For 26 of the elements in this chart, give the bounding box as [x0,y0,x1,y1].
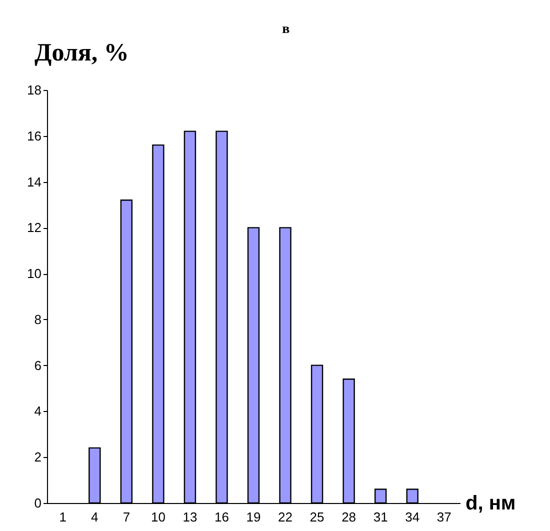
y-tick-label: 0 [34,496,42,510]
y-tick-label: 2 [34,450,42,465]
x-tick-label: 1 [59,510,66,524]
x-tick-label: 13 [182,510,198,524]
x-tick-label: 10 [150,510,166,524]
y-tick-label: 12 [27,220,42,236]
x-tick-label: 4 [91,510,98,524]
x-axis-title: d, нм [466,492,516,514]
y-tick-label: 4 [34,404,42,419]
y-tick-label: 14 [27,174,42,190]
y-tick-label: 6 [34,358,42,373]
x-tick-label: 22 [278,510,293,524]
y-tick-label: 8 [34,312,42,327]
x-tick-label: 37 [436,510,452,524]
y-tick-label: 18 [27,82,42,98]
x-tick-label: 34 [405,510,420,524]
y-axis-title: Доля, % [34,40,129,66]
chart-title: в [282,22,290,37]
x-tick-label: 25 [310,510,324,524]
y-tick-label: 16 [27,128,42,144]
x-tick-label: 28 [342,510,356,524]
x-tick-label: 31 [373,510,388,524]
x-tick-label: 19 [246,510,261,524]
x-tick-label: 16 [214,510,229,524]
x-tick-label: 7 [122,510,130,524]
y-tick-label: 10 [27,266,42,282]
